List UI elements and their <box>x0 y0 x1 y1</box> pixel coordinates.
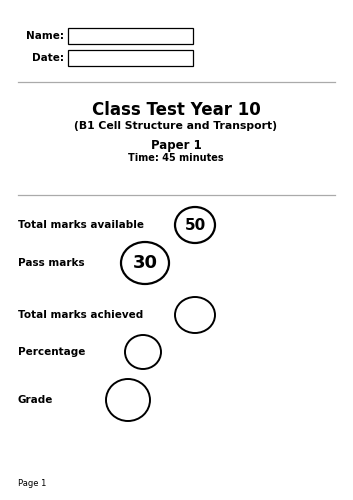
Text: Total marks achieved: Total marks achieved <box>18 310 143 320</box>
Text: Percentage: Percentage <box>18 347 85 357</box>
Text: Page 1: Page 1 <box>18 478 46 488</box>
Text: Class Test Year 10: Class Test Year 10 <box>92 101 261 119</box>
Text: Pass marks: Pass marks <box>18 258 85 268</box>
Text: Paper 1: Paper 1 <box>151 140 201 152</box>
Text: Date:: Date: <box>32 53 64 63</box>
Text: Time: 45 minutes: Time: 45 minutes <box>128 153 224 163</box>
FancyBboxPatch shape <box>68 50 193 66</box>
Ellipse shape <box>106 379 150 421</box>
Text: Total marks available: Total marks available <box>18 220 144 230</box>
Ellipse shape <box>175 297 215 333</box>
Ellipse shape <box>121 242 169 284</box>
Ellipse shape <box>125 335 161 369</box>
Text: Name:: Name: <box>26 31 64 41</box>
Text: 30: 30 <box>132 254 157 272</box>
Text: (B1 Cell Structure and Transport): (B1 Cell Structure and Transport) <box>74 121 277 131</box>
Text: 50: 50 <box>184 218 206 232</box>
FancyBboxPatch shape <box>68 28 193 44</box>
Ellipse shape <box>175 207 215 243</box>
Text: Grade: Grade <box>18 395 53 405</box>
